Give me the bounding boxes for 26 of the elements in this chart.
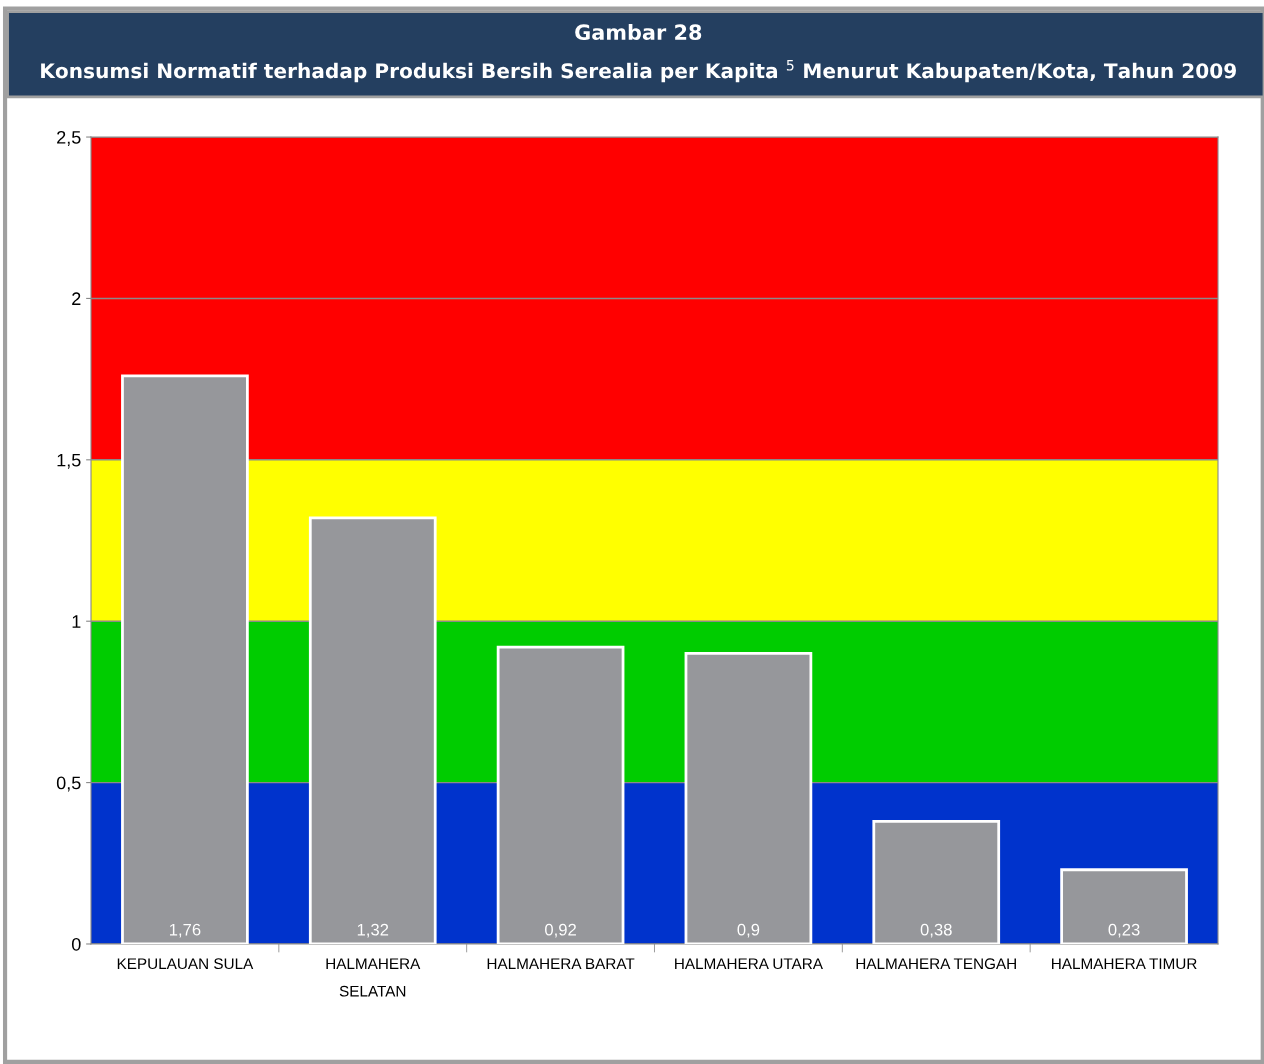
data-label: 1,32 — [357, 923, 389, 938]
data-label: 0,23 — [1108, 923, 1140, 938]
y-tick-label: 1 — [72, 615, 81, 628]
data-label: 0,38 — [920, 923, 952, 938]
bar — [684, 652, 813, 944]
chart-subtitle: Konsumsi Normatif terhadap Produksi Bersih Serealia per Kapita $^{5}$ Menurut Kabupaten/Kota, Tahun 2009 — [41, 60, 1236, 83]
x-tick-label: HALMAHERA SELATAN — [326, 958, 421, 997]
x-tick-label: HALMAHERA BARAT — [487, 958, 635, 969]
y-tick-label: 2 — [72, 292, 81, 305]
data-label: 1,76 — [169, 923, 201, 938]
x-tick-label: HALMAHERA TENGAH — [856, 958, 1016, 970]
y-tick-label: 1,5 — [57, 453, 81, 469]
bar — [872, 819, 1001, 944]
bar — [308, 516, 437, 944]
x-tick-label: HALMAHERA UTARA — [675, 958, 823, 970]
x-tick-label: HALMAHERA TIMUR — [1052, 958, 1197, 970]
data-label: 0,92 — [545, 923, 576, 938]
bar — [496, 645, 625, 944]
data-label: 0,9 — [737, 923, 760, 938]
y-tick-label: 2,5 — [57, 130, 81, 146]
y-tick-label: 0 — [71, 937, 81, 951]
bar — [121, 374, 249, 944]
chart-title: Gambar 28 — [575, 23, 702, 41]
x-tick-label: KEPULAUAN SULA — [117, 958, 254, 970]
y-tick-label: 0,5 — [56, 776, 81, 792]
bar — [1060, 868, 1188, 944]
